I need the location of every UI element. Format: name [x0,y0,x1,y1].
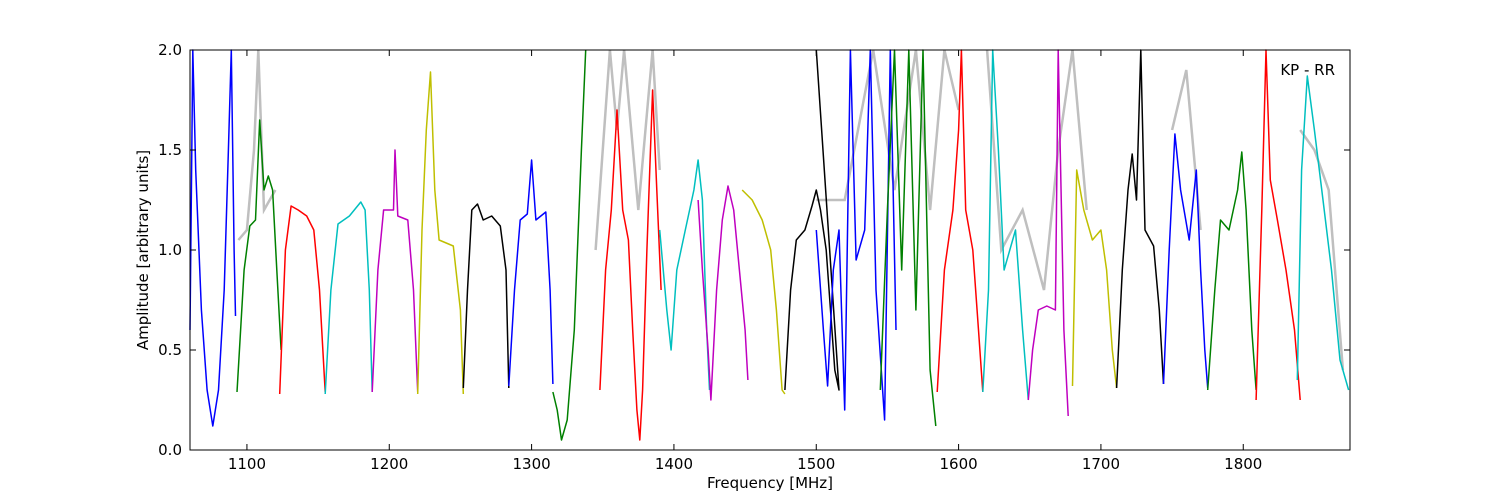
x-tick-label: 1700 [1082,455,1120,473]
chart-annotation: KP - RR [1280,61,1335,79]
series-line-22 [1206,151,1257,391]
y-tick-label: 1.0 [158,241,182,259]
y-axis: 0.0 0.5 1.0 1.5 2.0 [158,41,1350,459]
series-line-3 [324,201,373,395]
series-line-24 [1296,75,1350,391]
series-line-16 [936,49,984,393]
x-tick-label: 1300 [513,455,551,473]
series-line-10 [658,159,711,391]
x-tick-label: 1100 [228,455,266,473]
series-line-20 [1115,49,1165,389]
series-line-23 [1255,49,1301,401]
series-group [189,49,1350,441]
background-series-line-3 [985,49,1088,291]
y-tick-label: 1.5 [158,141,182,159]
y-tick-label: 0.0 [158,441,182,459]
series-line-2 [278,205,326,395]
series-line-14 [815,49,897,421]
x-tick-label: 1800 [1224,455,1262,473]
x-tick-label: 1200 [370,455,408,473]
x-axis-label: Frequency [MHz] [707,474,833,492]
series-line-19 [1071,169,1118,389]
series-line-6 [462,203,510,389]
y-tick-label: 0.5 [158,341,182,359]
series-line-11 [697,185,749,401]
series-line-21 [1162,133,1209,389]
background-series-group [237,49,1345,371]
x-tick-label: 1600 [939,455,977,473]
series-line-18 [1027,49,1069,417]
x-axis: 1100 1200 1300 1400 1500 1600 1700 1800 [228,50,1262,473]
y-axis-label: Amplitude [arbitrary units] [134,150,152,350]
series-line-13 [784,49,840,391]
background-series-line-5 [1299,129,1345,371]
series-line-17 [982,49,1030,401]
series-line-5 [416,71,465,395]
series-line-9 [599,89,662,441]
background-series-line-2 [816,49,960,211]
x-tick-label: 1500 [797,455,835,473]
series-line-4 [371,149,419,393]
series-line-0 [189,49,237,427]
series-line-1 [236,119,282,393]
series-line-7 [508,159,554,387]
series-line-12 [741,189,786,395]
x-tick-label: 1400 [655,455,693,473]
series-line-8 [552,49,587,441]
y-tick-label: 2.0 [158,41,182,59]
background-series-line-0 [237,49,277,241]
